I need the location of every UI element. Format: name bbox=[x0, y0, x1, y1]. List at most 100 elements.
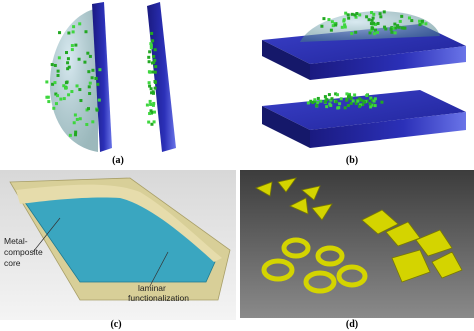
particle bbox=[356, 99, 360, 103]
object bbox=[277, 177, 297, 193]
particle bbox=[153, 58, 157, 62]
particle bbox=[396, 24, 400, 28]
particle bbox=[150, 91, 154, 95]
particle bbox=[363, 100, 367, 104]
particle bbox=[418, 19, 422, 23]
particle bbox=[78, 88, 82, 92]
particle bbox=[372, 12, 376, 16]
particle bbox=[52, 106, 56, 110]
object bbox=[281, 237, 311, 259]
particle bbox=[83, 60, 87, 64]
particle bbox=[311, 101, 315, 105]
particle bbox=[370, 28, 374, 32]
particle bbox=[153, 86, 157, 90]
particle bbox=[368, 31, 372, 35]
particle bbox=[390, 30, 394, 34]
particle bbox=[87, 70, 91, 74]
particle bbox=[79, 99, 83, 103]
particle bbox=[56, 69, 60, 73]
particle bbox=[96, 82, 100, 86]
particle bbox=[371, 16, 375, 20]
particle bbox=[86, 51, 90, 55]
substrate-front bbox=[310, 112, 466, 148]
particle bbox=[147, 70, 151, 74]
particle bbox=[86, 107, 90, 111]
particle bbox=[145, 103, 149, 107]
surface bbox=[16, 184, 222, 262]
particle bbox=[337, 106, 341, 110]
particle bbox=[369, 96, 373, 100]
particle bbox=[149, 109, 153, 113]
particle bbox=[87, 85, 91, 89]
particle bbox=[75, 117, 79, 121]
particle bbox=[64, 81, 68, 85]
particle bbox=[343, 25, 347, 29]
particle bbox=[88, 92, 92, 96]
object bbox=[315, 245, 345, 267]
particle bbox=[319, 99, 323, 103]
particle bbox=[56, 73, 60, 77]
particle bbox=[147, 120, 151, 124]
particle bbox=[62, 97, 66, 101]
particle bbox=[316, 96, 320, 100]
particle bbox=[397, 25, 401, 29]
particle bbox=[351, 99, 355, 103]
particle bbox=[47, 100, 51, 104]
particle bbox=[325, 98, 329, 102]
annotation: functionalization bbox=[128, 293, 189, 303]
object bbox=[391, 249, 431, 283]
particle bbox=[371, 26, 375, 30]
object bbox=[289, 197, 309, 215]
leader-line bbox=[149, 251, 169, 287]
particle bbox=[370, 18, 374, 22]
particle bbox=[393, 31, 397, 35]
particle bbox=[398, 19, 402, 23]
particle bbox=[391, 26, 395, 30]
particle bbox=[95, 108, 99, 112]
particle bbox=[72, 25, 76, 29]
particle bbox=[368, 102, 372, 106]
object bbox=[261, 258, 295, 282]
shapes bbox=[255, 177, 463, 294]
substrate-side bbox=[262, 40, 310, 80]
particle bbox=[382, 10, 386, 14]
particle bbox=[309, 99, 313, 103]
particle bbox=[66, 61, 70, 65]
particle bbox=[88, 54, 92, 58]
particle bbox=[393, 22, 397, 26]
particle bbox=[420, 21, 424, 25]
particle bbox=[354, 101, 358, 105]
substrate bbox=[92, 2, 112, 152]
particle bbox=[78, 117, 82, 121]
particle bbox=[74, 43, 78, 47]
particle bbox=[374, 23, 378, 27]
particle bbox=[418, 23, 422, 27]
particle bbox=[149, 102, 153, 106]
annotation: core bbox=[4, 258, 21, 268]
particle bbox=[349, 101, 353, 105]
particle bbox=[152, 101, 156, 105]
particle bbox=[367, 18, 371, 22]
particle bbox=[59, 97, 63, 101]
particle bbox=[370, 11, 374, 15]
particle bbox=[151, 39, 155, 43]
particle bbox=[402, 26, 406, 30]
annotation: Metal- bbox=[4, 236, 28, 246]
particle bbox=[147, 81, 151, 85]
particle bbox=[97, 98, 101, 102]
object bbox=[255, 181, 273, 197]
substrate-top bbox=[262, 90, 466, 130]
particle bbox=[359, 98, 363, 102]
particle bbox=[361, 99, 365, 103]
particle bbox=[376, 21, 380, 25]
particle bbox=[58, 31, 62, 35]
particle bbox=[346, 13, 350, 17]
particle bbox=[53, 63, 57, 67]
particle bbox=[331, 24, 335, 28]
particle bbox=[98, 68, 102, 72]
particle bbox=[327, 18, 331, 22]
particle bbox=[62, 84, 66, 88]
object bbox=[361, 209, 399, 235]
particle bbox=[323, 100, 327, 104]
